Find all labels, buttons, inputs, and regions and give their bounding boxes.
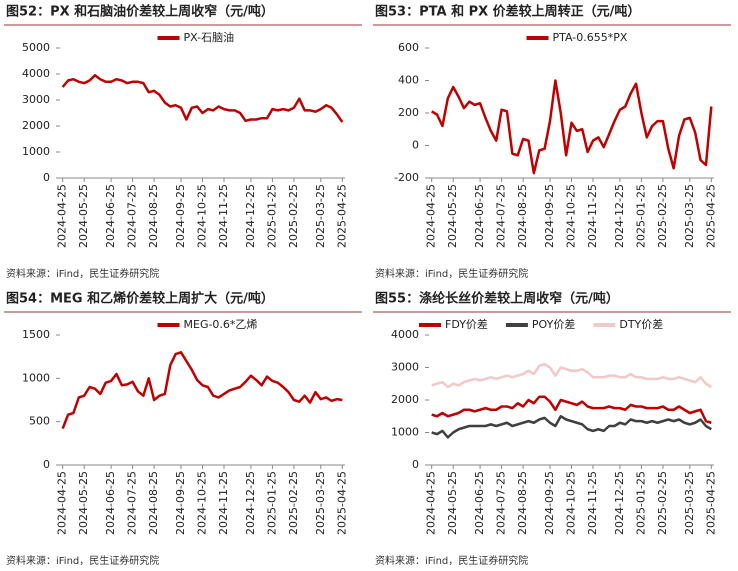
y-tick-label: 600 — [398, 41, 419, 54]
x-tick-label: 2025-01-25 — [265, 471, 278, 535]
x-tick-label: 2024-07-25 — [495, 184, 508, 248]
x-tick-label: 2024-10-25 — [196, 471, 209, 535]
x-tick-label: 2024-09-25 — [174, 184, 187, 248]
source-note: 资料来源：iFind，民生证券研究院 — [375, 554, 528, 567]
x-tick-label: 2024-12-25 — [244, 471, 257, 535]
y-tick-label: 400 — [398, 74, 419, 87]
y-tick-label: 1500 — [22, 328, 50, 341]
x-tick-label: 2024-12-25 — [613, 471, 626, 535]
x-tick-label: 2024-09-25 — [543, 184, 556, 248]
x-tick-label: 2024-04-25 — [425, 471, 438, 535]
x-tick-label: 2025-01-25 — [634, 471, 647, 535]
x-tick-label: 2025-03-25 — [683, 471, 696, 535]
y-tick-label: 0 — [412, 139, 419, 152]
x-tick-label: 2024-05-25 — [77, 471, 90, 535]
y-tick-label: 4000 — [391, 328, 419, 341]
source-note: 资料来源：iFind，民生证券研究院 — [6, 267, 159, 280]
legend-label: DTY价差 — [619, 317, 663, 331]
x-tick-label: 2024-05-25 — [77, 184, 90, 248]
x-tick-label: 2024-09-25 — [543, 471, 556, 535]
x-tick-label: 2024-11-25 — [586, 471, 599, 535]
x-tick-label: 2024-11-25 — [586, 184, 599, 248]
x-tick-label: 2025-03-25 — [683, 184, 696, 248]
x-tick-label: 2024-10-25 — [565, 184, 578, 248]
chart-panel: 图52：PX 和石脑油价差较上周收窄（元/吨） 资料来源：iFind，民生证券研究… — [4, 4, 362, 280]
x-tick-label: 2025-02-25 — [287, 184, 300, 248]
series-line — [431, 79, 713, 175]
x-tick-label: 2024-05-25 — [446, 471, 459, 535]
x-tick-label: 2024-09-25 — [174, 471, 187, 535]
x-tick-label: 2025-01-25 — [265, 184, 278, 248]
chart-panel: 图55：涤纶长丝价差较上周收窄（元/吨） 资料来源：iFind，民生证券研究院 0 1… — [373, 291, 731, 567]
x-tick-label: 2024-04-25 — [56, 184, 69, 248]
x-tick-label: 2024-12-25 — [244, 184, 257, 248]
x-tick-label: 2024-06-25 — [104, 184, 117, 248]
chart-title: 图52：PX 和石脑油价差较上周收窄（元/吨） — [6, 4, 274, 20]
source-note: 资料来源：iFind，民生证券研究院 — [6, 554, 159, 567]
series-line — [61, 74, 344, 123]
chart-title: 图55：涤纶长丝价差较上周收窄（元/吨） — [375, 291, 619, 307]
chart-panel: 图53：PTA 和 PX 价差较上周转正（元/吨） 资料来源：iFind，民生证券… — [373, 4, 731, 280]
legend-label: FDY价差 — [445, 317, 488, 331]
series-line — [431, 395, 712, 424]
x-tick-label: 2024-11-25 — [217, 184, 230, 248]
chart-panel: 图54：MEG 和乙烯价差较上周扩大（元/吨） 资料来源：iFind，民生证券研究… — [4, 291, 362, 567]
y-tick-label: 5000 — [22, 41, 50, 54]
y-tick-label: 4000 — [22, 67, 50, 80]
x-tick-label: 2024-07-25 — [126, 184, 139, 248]
x-tick-label: 2025-04-25 — [704, 471, 717, 535]
y-tick-label: 0 — [43, 458, 50, 471]
x-tick-label: 2025-02-25 — [287, 471, 300, 535]
y-tick-label: -200 — [394, 171, 419, 184]
x-tick-label: 2024-10-25 — [565, 471, 578, 535]
series-line — [431, 415, 712, 439]
x-tick-label: 2024-07-25 — [495, 471, 508, 535]
y-tick-label: 200 — [398, 106, 419, 119]
source-note: 资料来源：iFind，民生证券研究院 — [375, 267, 528, 280]
x-tick-label: 2025-04-25 — [335, 184, 348, 248]
x-tick-label: 2025-01-25 — [634, 184, 647, 248]
x-tick-label: 2024-05-25 — [446, 184, 459, 248]
x-tick-label: 2024-08-25 — [147, 471, 160, 535]
y-tick-label: 1000 — [391, 426, 419, 439]
x-tick-label: 2024-12-25 — [613, 184, 626, 248]
x-tick-label: 2025-03-25 — [314, 184, 327, 248]
x-tick-label: 2025-02-25 — [656, 471, 669, 535]
x-tick-label: 2024-10-25 — [196, 184, 209, 248]
x-tick-label: 2024-06-25 — [473, 184, 486, 248]
x-tick-label: 2024-06-25 — [473, 471, 486, 535]
x-tick-label: 2025-03-25 — [314, 471, 327, 535]
legend-label: MEG-0.6*乙烯 — [184, 318, 258, 331]
y-tick-label: 3000 — [391, 361, 419, 374]
x-tick-label: 2025-04-25 — [335, 471, 348, 535]
legend-label: PTA-0.655*PX — [553, 31, 628, 44]
y-tick-label: 1000 — [22, 371, 50, 384]
x-tick-label: 2024-04-25 — [56, 471, 69, 535]
x-tick-label: 2024-08-25 — [516, 184, 529, 248]
y-tick-label: 2000 — [22, 119, 50, 132]
x-tick-label: 2025-04-25 — [704, 184, 717, 248]
y-tick-label: 1000 — [22, 145, 50, 158]
chart-title: 图53：PTA 和 PX 价差较上周转正（元/吨） — [375, 4, 640, 20]
series-line — [61, 351, 343, 430]
legend-label: POY价差 — [532, 317, 575, 331]
y-tick-label: 2000 — [391, 393, 419, 406]
x-tick-label: 2024-04-25 — [425, 184, 438, 248]
chart-title: 图54：MEG 和乙烯价差较上周扩大（元/吨） — [6, 291, 274, 307]
y-tick-label: 3000 — [22, 93, 50, 106]
x-tick-label: 2024-07-25 — [126, 471, 139, 535]
legend-label: PX-石脑油 — [184, 30, 235, 44]
x-tick-label: 2024-11-25 — [217, 471, 230, 535]
y-tick-label: 500 — [29, 415, 50, 428]
x-tick-label: 2024-08-25 — [516, 471, 529, 535]
y-tick-label: 0 — [412, 458, 419, 471]
x-tick-label: 2025-02-25 — [656, 184, 669, 248]
x-tick-label: 2024-06-25 — [104, 471, 117, 535]
series-line — [431, 363, 712, 389]
x-tick-label: 2024-08-25 — [147, 184, 160, 248]
y-tick-label: 0 — [43, 171, 50, 184]
